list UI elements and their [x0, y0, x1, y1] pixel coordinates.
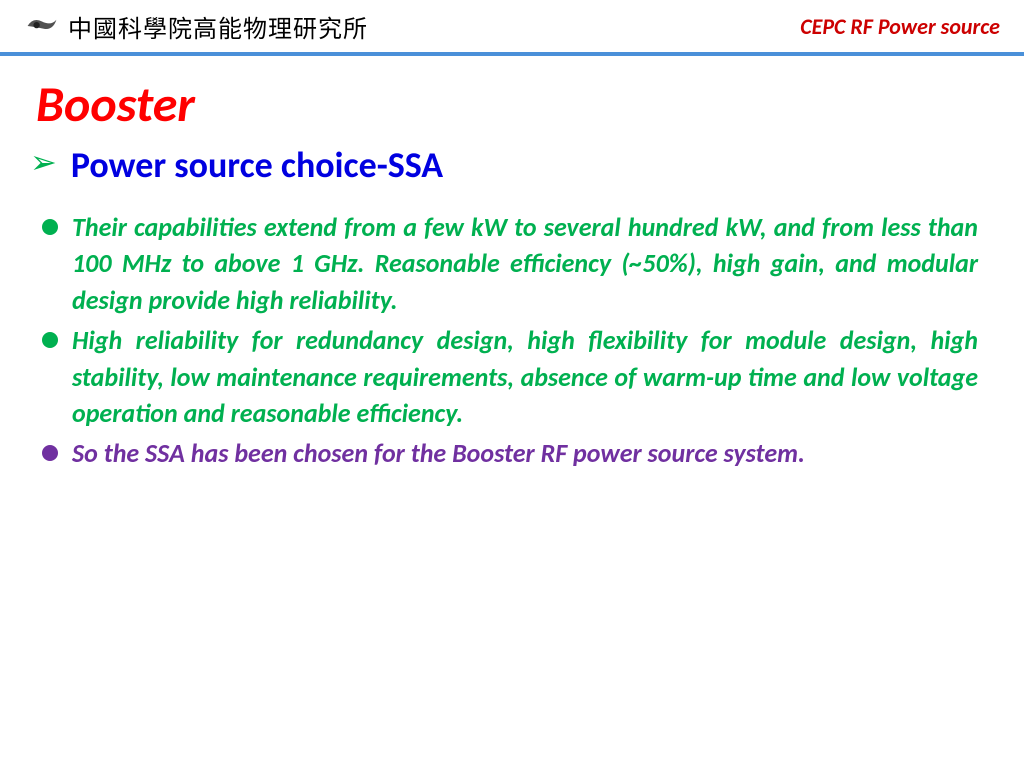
bullet-list: Their capabilities extend from a few kW … [36, 209, 988, 472]
bullet-item: Their capabilities extend from a few kW … [42, 209, 988, 318]
bullet-item: High reliability for redundancy design, … [42, 322, 988, 431]
logo-area: 中國科學院高能物理研究所 [24, 9, 368, 44]
header: 中國科學院高能物理研究所 CEPC RF Power source [0, 0, 1024, 52]
bullet-dot-icon [42, 219, 58, 235]
arrow-icon: ➢ [30, 147, 57, 179]
bullet-text: High reliability for redundancy design, … [72, 322, 988, 431]
bullet-dot-icon [42, 332, 58, 348]
swirl-icon [24, 12, 60, 40]
subtitle: Power source choice-SSA [71, 143, 443, 187]
bullet-dot-icon [42, 445, 58, 461]
header-right-text: CEPC RF Power source [800, 13, 1000, 40]
content: Booster ➢ Power source choice-SSA Their … [0, 56, 1024, 472]
subtitle-row: ➢ Power source choice-SSA [30, 143, 988, 187]
slide-title: Booster [36, 74, 988, 135]
bullet-text: So the SSA has been chosen for the Boost… [72, 435, 988, 471]
logo-text: 中國科學院高能物理研究所 [68, 9, 368, 44]
bullet-text: Their capabilities extend from a few kW … [72, 209, 988, 318]
bullet-item: So the SSA has been chosen for the Boost… [42, 435, 988, 471]
